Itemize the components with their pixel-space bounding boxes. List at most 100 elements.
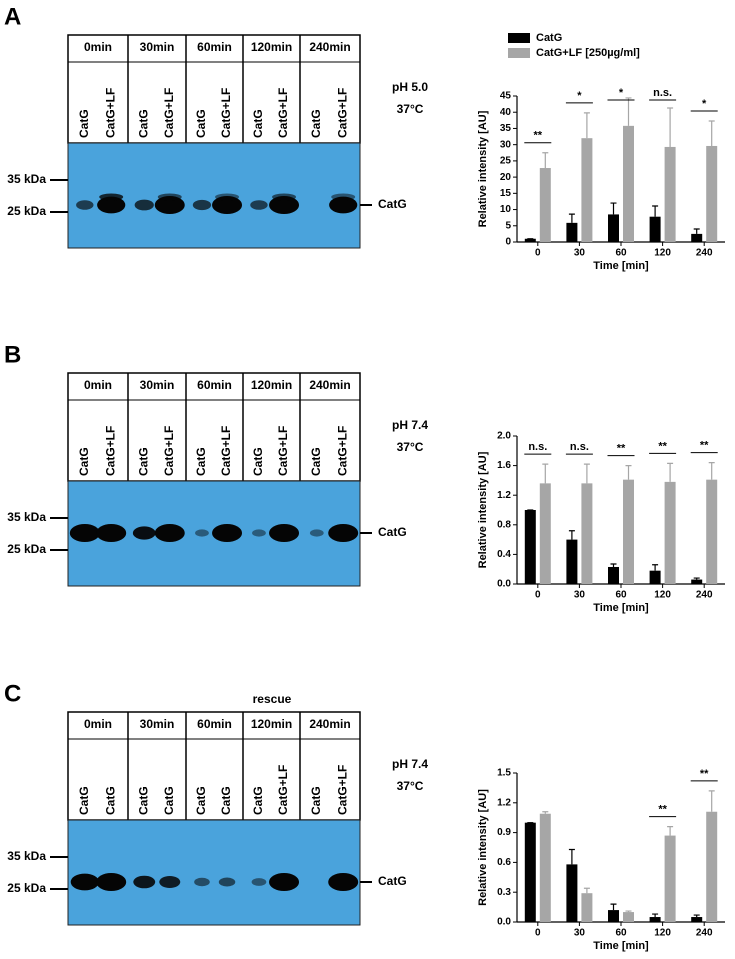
lane-label: CatG (77, 109, 91, 138)
y-tick-label: 0.0 (497, 917, 511, 928)
x-tick-label: 240 (696, 928, 713, 939)
error-bar (708, 120, 715, 146)
panel-label: A (4, 3, 21, 30)
y-tick-label: 10 (500, 204, 512, 215)
x-tick-label: 60 (615, 928, 627, 939)
band (269, 524, 300, 542)
band (159, 876, 181, 888)
y-tick-label: 25 (500, 156, 512, 167)
lane-label: CatG+LF (162, 426, 176, 476)
y-tick-label: 1.2 (497, 490, 511, 501)
x-tick-label: 120 (654, 928, 671, 939)
band (132, 526, 156, 540)
band (194, 877, 210, 887)
error-bar (693, 228, 700, 234)
y-tick-label: 1.2 (497, 797, 511, 808)
significance-label: * (577, 90, 582, 102)
bar (608, 214, 619, 242)
y-tick-label: 40 (500, 107, 512, 118)
panel-label: C (4, 680, 21, 707)
bar (623, 912, 634, 922)
x-tick-label: 60 (615, 590, 627, 601)
time-header: 30min (140, 717, 175, 731)
blot-header (67, 372, 361, 482)
lane-label: CatG (136, 447, 150, 476)
lane-label: CatG (194, 109, 208, 138)
lane-label: CatG+LF (103, 426, 117, 476)
blot-header (67, 711, 361, 821)
error-bar (583, 463, 590, 484)
y-tick-label: 35 (500, 123, 512, 134)
band (69, 524, 100, 542)
band (272, 193, 297, 201)
lane-label: CatG (77, 786, 91, 815)
band (133, 875, 156, 889)
band-label: CatG (378, 874, 407, 888)
y-tick-label: 1.6 (497, 460, 511, 471)
lane-label: CatG (162, 786, 176, 815)
significance-label: ** (700, 440, 709, 452)
band (215, 193, 240, 201)
lane-label: CatG+LF (276, 765, 290, 815)
error-bar (568, 848, 575, 865)
band (212, 196, 243, 214)
bar (608, 910, 619, 922)
time-header: 0min (84, 40, 112, 54)
marker-label: 35 kDa (7, 172, 46, 186)
band (96, 524, 127, 542)
y-tick-label: 0.8 (497, 519, 511, 530)
legend-label: CatG+LF [250µg/ml] (536, 47, 640, 59)
bar (691, 917, 703, 922)
band (329, 196, 358, 214)
x-tick-label: 0 (535, 928, 541, 939)
y-axis-label: Relative intensity [AU] (477, 451, 489, 568)
bar (539, 483, 551, 584)
bar (649, 570, 661, 584)
error-bar (708, 790, 715, 812)
time-header: 60min (197, 40, 232, 54)
time-header: 240min (309, 40, 350, 54)
condition: 37°C (397, 779, 424, 793)
band (252, 529, 266, 537)
condition: 37°C (397, 102, 424, 116)
x-tick-label: 240 (696, 590, 713, 601)
blot-header (67, 34, 361, 144)
lane-label: CatG (251, 447, 265, 476)
band (154, 196, 185, 214)
band (134, 199, 154, 211)
band (328, 524, 359, 542)
lane-label: CatG (309, 109, 323, 138)
condition: pH 7.4 (392, 757, 428, 771)
error-bar (610, 563, 617, 567)
band (192, 199, 212, 211)
band (70, 873, 99, 891)
error-bar (708, 462, 715, 480)
legend-label: CatG (536, 32, 562, 44)
bar (623, 125, 634, 242)
lane-label: CatG (136, 109, 150, 138)
time-header: 30min (140, 40, 175, 54)
lane-label: CatG (219, 786, 233, 815)
y-tick-label: 30 (500, 139, 512, 150)
bar (566, 222, 578, 242)
legend-swatch (508, 48, 530, 58)
lane-label: CatG+LF (276, 88, 290, 138)
y-tick-label: 45 (500, 91, 512, 102)
band-label: CatG (378, 525, 407, 539)
band (331, 193, 356, 201)
error-bar (542, 152, 549, 169)
time-header: 0min (84, 378, 112, 392)
bar (524, 238, 536, 242)
legend-swatch (508, 33, 530, 43)
y-axis-label: Relative intensity [AU] (477, 110, 489, 227)
time-header: 120min (251, 40, 292, 54)
bar (706, 479, 718, 584)
bar (664, 835, 676, 922)
time-header: 60min (197, 378, 232, 392)
error-bar (625, 465, 632, 480)
marker-label: 25 kDa (7, 881, 46, 895)
band (157, 193, 182, 201)
x-tick-label: 60 (615, 248, 627, 259)
blot-membrane (67, 819, 361, 926)
bar (581, 483, 593, 584)
